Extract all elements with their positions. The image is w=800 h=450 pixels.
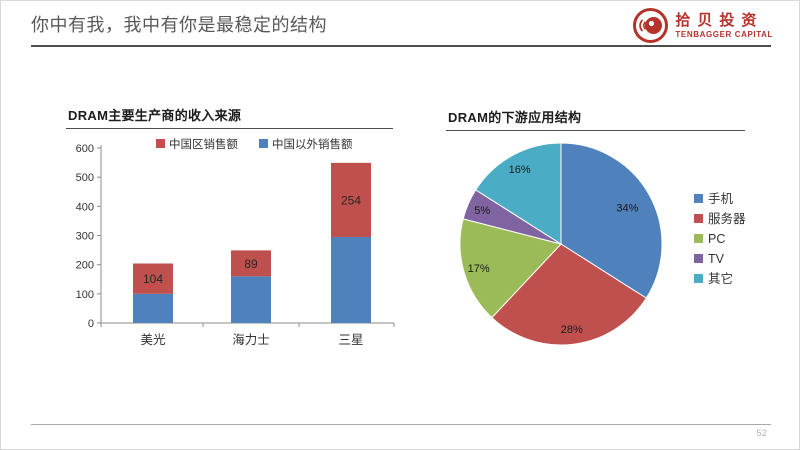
bar-legend-label: 中国以外销售额: [272, 137, 353, 151]
pie-chart-title-underline: [446, 130, 745, 131]
bar-y-tick-label: 400: [76, 201, 94, 213]
pie-slice: [491, 243, 647, 346]
bar-segment: [331, 236, 371, 323]
pie-slice: [459, 218, 562, 319]
bar-y-tick-label: 500: [76, 172, 94, 184]
pie-legend-label: TV: [708, 252, 725, 266]
footer-divider: [31, 424, 771, 425]
bar-segment: [133, 263, 173, 294]
page-number: 52: [756, 428, 767, 439]
page-title: 你中有我，我中有你是最稳定的结构: [31, 15, 327, 35]
pie-legend-label: 手机: [708, 192, 734, 206]
pie-slice: [560, 142, 663, 299]
pie-data-label: 34%: [616, 203, 638, 215]
pie-legend-label: 其它: [708, 271, 733, 286]
logo: 拾贝投资 TENBAGGER CAPITAL: [632, 7, 773, 44]
pie-legend-label: 服务器: [708, 211, 746, 226]
bar-legend-label: 中国区销售额: [169, 137, 238, 151]
bar-y-tick-label: 600: [76, 143, 94, 155]
bar-data-label: 254: [341, 193, 361, 207]
pie-slice: [475, 142, 562, 245]
pie-data-label: 16%: [509, 164, 531, 176]
pie-data-label: 17%: [468, 263, 490, 275]
bar-segment: [231, 276, 271, 323]
bar-legend-swatch: [156, 139, 165, 148]
bar-chart: 中国区销售额 中国以外销售额 0 100 200 300 400 500 600 104 美光 89 海…: [76, 137, 395, 347]
bar-y-tick-label: 0: [88, 318, 94, 330]
bar-data-label: 104: [143, 272, 163, 286]
bar-chart-title: DRAM主要生产商的收入来源: [68, 108, 242, 123]
pie-data-label: 5%: [474, 205, 490, 217]
bar-legend-swatch: [259, 139, 268, 148]
bar-category-label: 海力士: [232, 332, 270, 347]
pie-legend-label: PC: [708, 232, 725, 246]
pie-legend-swatch: [694, 214, 703, 223]
pie-legend-swatch: [694, 234, 703, 243]
bar-segment: [231, 250, 271, 277]
bar-data-label: 89: [244, 257, 258, 271]
bar-y-tick-label: 300: [76, 231, 94, 243]
bar-y-tick-label: 200: [76, 260, 94, 272]
bar-segment: [331, 162, 371, 237]
bar-category-label: 美光: [140, 333, 165, 347]
bar-category-label: 三星: [338, 333, 363, 347]
bar-chart-title-underline: [66, 128, 393, 129]
pie-legend-swatch: [694, 194, 703, 203]
bar-segment: [133, 293, 173, 323]
logo-text: 拾贝投资 TENBAGGER CAPITAL: [675, 13, 773, 39]
pie-chart-title: DRAM的下游应用结构: [448, 110, 582, 125]
tenbagger-logo-icon: [633, 8, 669, 43]
pie-legend-swatch: [694, 254, 703, 263]
bar-y-tick-label: 100: [76, 289, 94, 301]
pie-legend-swatch: [694, 274, 703, 283]
logo-name-cn: 拾贝投资: [675, 11, 764, 29]
pie-data-label: 28%: [561, 324, 583, 336]
logo-name-en: TENBAGGER CAPITAL: [675, 29, 773, 39]
title-underline: [31, 45, 771, 47]
